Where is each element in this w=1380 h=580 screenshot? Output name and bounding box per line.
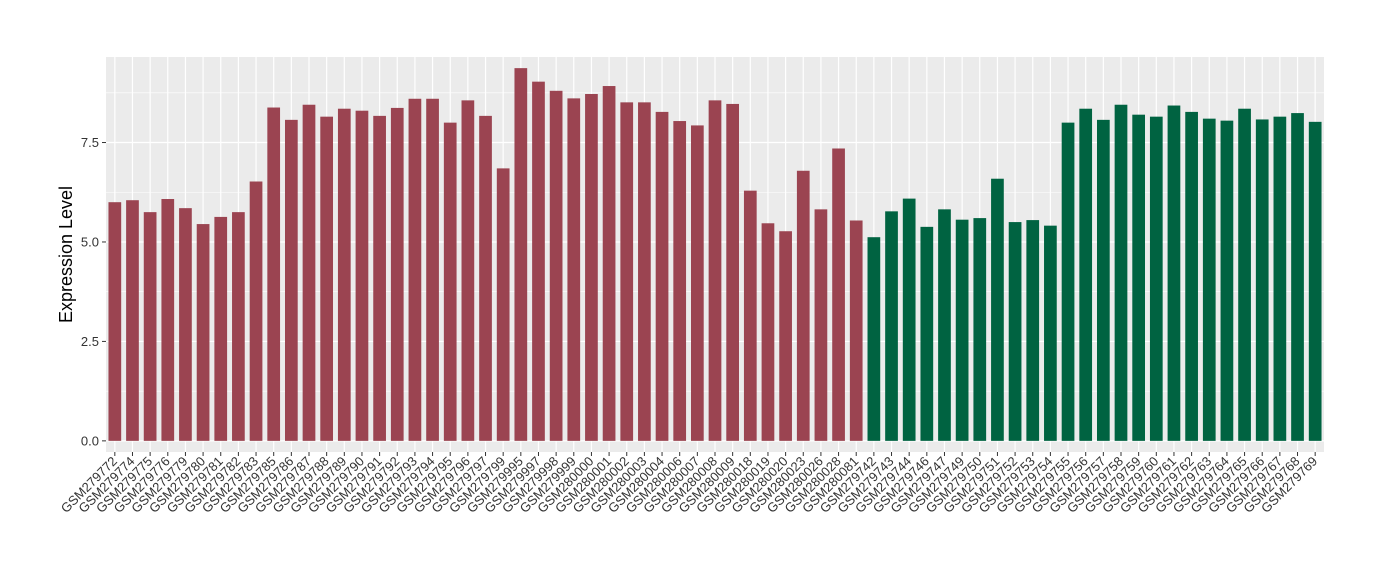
bar-GSM279760 [1149, 116, 1163, 441]
bar-GSM279749 [955, 219, 969, 441]
bar-GSM279767 [1273, 116, 1287, 441]
y-axis: 0.0 2.5 5.0 7.5 [81, 135, 106, 448]
bar-GSM279775 [143, 212, 157, 441]
bar-GSM280028 [832, 148, 845, 441]
bar-GSM279792 [390, 107, 404, 441]
bar-GSM279780 [196, 224, 210, 441]
bar-GSM279995 [514, 68, 528, 441]
bar-GSM279790 [355, 110, 369, 441]
bar-GSM279999 [567, 98, 581, 441]
bar-GSM279782 [232, 212, 245, 441]
bar-GSM279751 [991, 178, 1004, 441]
bar-GSM279795 [443, 122, 457, 441]
bar-GSM279755 [1061, 122, 1075, 441]
bar-GSM280008 [708, 100, 722, 441]
bar-GSM279747 [938, 209, 951, 441]
bar-GSM279787 [302, 104, 316, 441]
bar-GSM280006 [673, 121, 687, 441]
y-tick-label: 0.0 [81, 433, 99, 448]
bar-GSM279766 [1255, 119, 1269, 441]
bar-GSM279998 [549, 90, 563, 441]
bar-GSM279744 [902, 198, 916, 441]
bar-GSM279786 [284, 119, 298, 441]
bar-GSM279796 [461, 100, 475, 441]
bar-GSM279769 [1308, 121, 1322, 441]
bar-GSM280023 [796, 170, 810, 441]
bar-GSM279794 [426, 98, 439, 441]
bar-GSM279752 [1008, 222, 1022, 441]
bar-GSM279742 [867, 237, 881, 441]
bar-GSM279768 [1291, 113, 1304, 441]
bar-GSM279774 [126, 200, 139, 441]
bar-GSM279772 [108, 202, 122, 441]
bar-GSM279743 [885, 211, 898, 441]
bar-GSM279765 [1238, 108, 1251, 441]
bar-GSM279789 [337, 108, 351, 441]
bar-GSM279757 [1096, 119, 1110, 441]
bar-GSM279763 [1202, 118, 1216, 441]
y-axis-title: Expression Level [56, 186, 76, 323]
bar-GSM279764 [1220, 120, 1234, 441]
bar-GSM279756 [1079, 108, 1093, 441]
y-tick-label: 5.0 [81, 234, 99, 249]
bar-GSM279779 [179, 208, 192, 441]
bar-GSM279997 [532, 81, 545, 441]
bar-GSM280018 [743, 190, 757, 441]
bar-GSM279746 [920, 226, 934, 441]
bar-GSM279793 [408, 98, 422, 441]
bar-GSM279783 [249, 181, 263, 441]
bar-GSM280001 [602, 86, 616, 441]
bar-GSM280004 [655, 111, 669, 441]
bar-GSM280007 [690, 125, 704, 441]
bar-GSM280081 [849, 220, 863, 441]
bar-GSM279776 [161, 199, 175, 441]
bar-GSM279788 [320, 116, 334, 441]
bar-GSM280002 [620, 102, 634, 441]
bar-GSM279761 [1167, 105, 1181, 441]
bar-GSM280026 [814, 209, 828, 441]
bar-GSM279762 [1185, 111, 1198, 441]
bar-GSM279759 [1132, 114, 1146, 441]
bar-GSM280019 [761, 223, 775, 441]
bar-GSM279791 [373, 115, 386, 441]
x-axis: GSM279772GSM279774GSM279775GSM279776GSM2… [58, 452, 1320, 516]
y-tick-label: 2.5 [81, 334, 99, 349]
bar-GSM279785 [267, 107, 281, 441]
bar-GSM280003 [638, 102, 651, 441]
bar-GSM279797 [479, 115, 492, 441]
bar-GSM279799 [496, 168, 510, 441]
bar-GSM280009 [726, 103, 740, 441]
bars [108, 68, 1322, 441]
bar-GSM279758 [1114, 104, 1128, 441]
bar-GSM280020 [779, 231, 792, 441]
bar-GSM280000 [585, 93, 598, 441]
bar-GSM279750 [973, 218, 987, 441]
bar-GSM279781 [214, 216, 228, 441]
y-tick-label: 7.5 [81, 135, 99, 150]
bar-GSM279753 [1026, 220, 1040, 441]
bar-GSM279754 [1044, 225, 1057, 441]
